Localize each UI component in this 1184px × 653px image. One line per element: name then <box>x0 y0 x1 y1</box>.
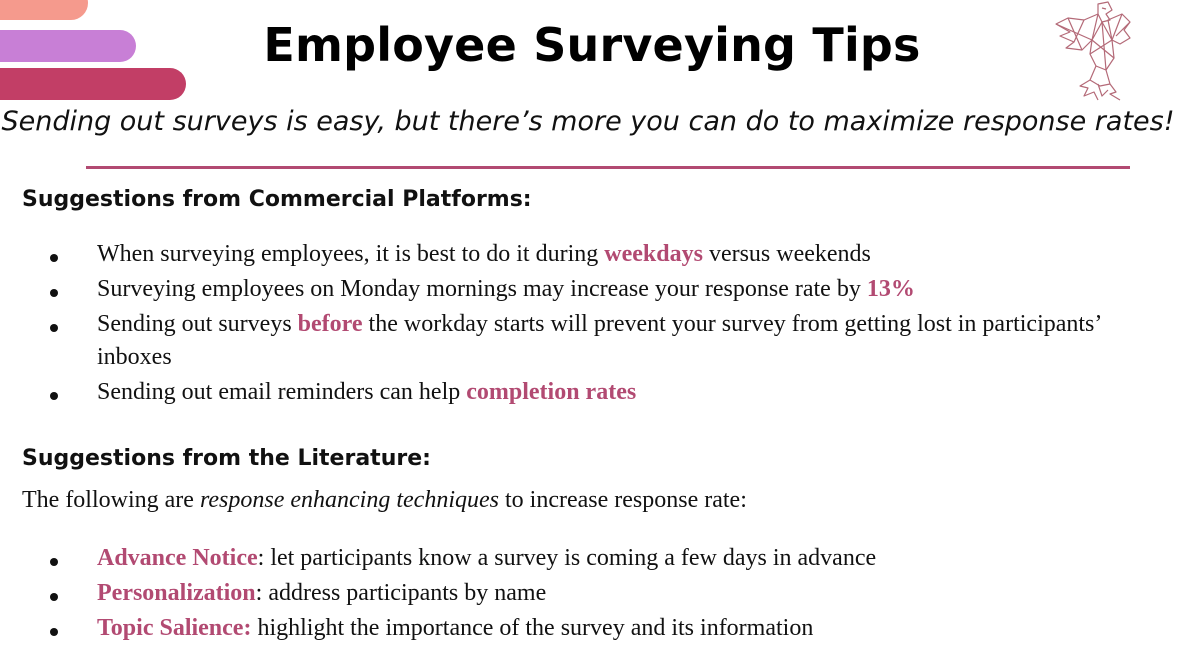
section-divider <box>86 166 1130 169</box>
tip-highlight: completion rates <box>466 379 637 405</box>
intro-text: The following are <box>22 487 200 513</box>
section-heading-literature: Suggestions from the Literature: <box>22 446 431 471</box>
technique-separator: : <box>257 545 265 571</box>
eagle-icon <box>1050 0 1132 102</box>
technique-text: address participants by name <box>262 580 547 606</box>
page-title: Employee Surveying Tips <box>263 18 921 72</box>
list-item: Sending out email reminders can help com… <box>0 376 1117 409</box>
list-item: Topic Salience: highlight the importance… <box>0 612 1117 645</box>
tip-text: the workday starts will prevent your sur… <box>97 311 1101 370</box>
technique-text: let participants know a survey is coming… <box>264 545 877 571</box>
list-item: When surveying employees, it is best to … <box>0 238 1117 271</box>
section-heading-commercial: Suggestions from Commercial Platforms: <box>22 187 532 212</box>
decorative-bars <box>0 0 200 105</box>
technique-text: highlight the importance of the survey a… <box>251 615 814 641</box>
intro-text: to increase response rate: <box>498 487 747 513</box>
list-item: Surveying employees on Monday mornings m… <box>0 273 1117 306</box>
technique-term: Advance Notice <box>97 545 258 571</box>
literature-techniques-list: Advance Notice: let participants know a … <box>0 542 1117 647</box>
literature-intro: The following are response enhancing tec… <box>22 487 747 514</box>
list-item: Advance Notice: let participants know a … <box>0 542 1117 575</box>
tip-text: versus weekends <box>702 241 871 267</box>
intro-emphasis: response enhancing techniques <box>199 487 499 513</box>
list-item: Personalization: address participants by… <box>0 577 1117 610</box>
technique-separator: : <box>255 580 263 606</box>
page-subtitle: Sending out surveys is easy, but there’s… <box>1 106 1175 137</box>
tip-highlight: 13% <box>866 276 915 302</box>
tip-text: Surveying employees on Monday mornings m… <box>97 276 867 302</box>
decorative-bar-top <box>0 0 88 20</box>
tip-text: Sending out email reminders can help <box>97 379 467 405</box>
commercial-tips-list: When surveying employees, it is best to … <box>0 238 1117 411</box>
decorative-bar-middle <box>0 30 136 62</box>
tip-highlight: weekdays <box>604 241 703 267</box>
list-item: Sending out surveys before the workday s… <box>0 308 1117 374</box>
decorative-bar-bottom <box>0 68 186 100</box>
technique-term: Topic Salience: <box>97 615 252 641</box>
tip-highlight: before <box>297 311 363 337</box>
tip-text: When surveying employees, it is best to … <box>97 241 605 267</box>
tip-text: Sending out surveys <box>97 311 298 337</box>
technique-term: Personalization <box>97 580 256 606</box>
